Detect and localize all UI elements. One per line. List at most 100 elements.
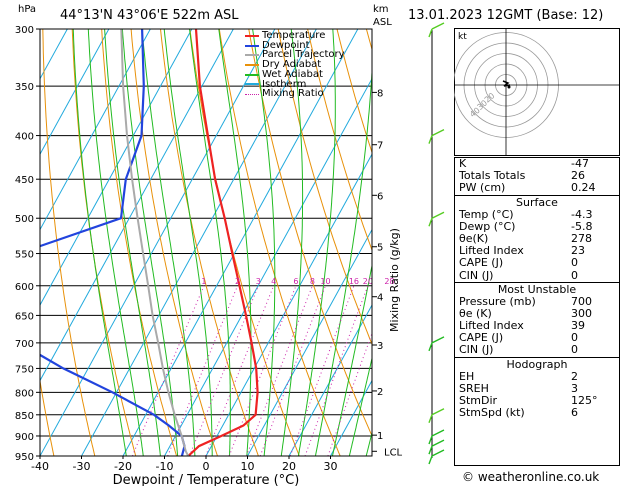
pressure-label: 700 <box>15 339 34 350</box>
surface-title: Surface <box>516 195 558 209</box>
dry-adiabat-line <box>40 377 55 456</box>
km-label: 8 <box>377 88 383 99</box>
legend-label: Temperature <box>262 30 326 41</box>
height-unit: km <box>373 4 389 15</box>
chart-legend: Temperature Dewpoint Parcel Trajectory Dry … <box>245 31 345 99</box>
sounding-datetime: 13.01.2023 12GMT (Base: 12) <box>408 8 604 23</box>
table-value: 278 <box>571 231 592 245</box>
legend-label: Parcel Trajectory <box>262 49 345 61</box>
pressure-label: 300 <box>15 25 34 36</box>
isotherm-line <box>122 29 359 456</box>
table-value: 700 <box>571 294 592 308</box>
table-value: 39 <box>571 319 585 333</box>
table-row: K -47 <box>455 157 619 170</box>
isotherm-line <box>288 304 372 456</box>
dry-adiabat-line <box>218 29 341 456</box>
mixing-ratio-label: 1 <box>201 277 206 286</box>
table-label: K <box>459 157 467 170</box>
isotherm-line <box>205 153 372 456</box>
legend-item: Wet Adiabat <box>245 68 345 80</box>
wind-barb <box>428 128 445 144</box>
hodograph-unit: kt <box>458 32 467 42</box>
wet-adiabat-line <box>104 29 161 456</box>
pressure-label: 950 <box>15 452 34 463</box>
mixing-ratio-line <box>304 285 369 456</box>
table-label: Totals Totals <box>459 169 526 183</box>
temp-label: -10 <box>156 460 174 473</box>
table-label: CAPE (J) <box>459 256 504 270</box>
legend-swatch <box>245 83 259 86</box>
dry-adiabat-line <box>0 29 13 456</box>
pressure-label: 550 <box>15 250 34 261</box>
pressure-label: 650 <box>15 311 34 322</box>
legend-swatch <box>245 93 259 95</box>
mixing-ratio-line <box>245 285 313 456</box>
table-value: 0 <box>571 268 578 282</box>
table-label: CAPE (J) <box>459 331 504 345</box>
wet-adiabat-line <box>189 29 231 456</box>
hodograph-trace <box>502 80 511 87</box>
mixing-ratio-axis-title: Mixing Ratio (g/kg) <box>388 228 401 332</box>
table-value: 300 <box>571 306 592 320</box>
pressure-label: 350 <box>15 82 34 93</box>
km-label: 2 <box>377 387 383 398</box>
pressure-label: 850 <box>15 411 34 422</box>
wet-adiabat-line <box>72 29 127 456</box>
legend-label: Wet Adiabat <box>262 68 323 80</box>
dry-adiabat-line <box>307 29 372 252</box>
legend-swatch <box>245 34 259 37</box>
table-label: SREH <box>459 381 489 395</box>
mixing-ratio-label: 4 <box>271 277 276 286</box>
table-row: CIN (J) 0 <box>455 344 619 356</box>
table-row: CAPE (J) 0 <box>455 332 619 344</box>
wind-barb <box>428 211 445 227</box>
dewpoint-profile <box>40 29 186 456</box>
wet-adiabat-line <box>252 29 276 456</box>
dry-adiabat-line <box>248 29 372 438</box>
table-label: CIN (J) <box>459 268 494 282</box>
copyright: © weatheronline.co.uk <box>462 470 600 484</box>
legend-swatch <box>245 73 259 76</box>
legend-swatch <box>245 54 259 57</box>
mixing-ratio-label: 8 <box>310 277 315 286</box>
pressure-label: 400 <box>15 132 34 143</box>
table-value: -5.8 <box>571 219 593 233</box>
pressure-label: 500 <box>15 214 34 225</box>
storm-motion-marker <box>507 85 511 89</box>
table-label: PW (cm) <box>459 181 506 195</box>
legend-item: Dewpoint <box>245 39 345 51</box>
km-label: 6 <box>377 191 383 202</box>
isotherm-line <box>330 379 372 456</box>
most-unstable-section: Most Unstable Pressure (mb) 700 θe (K) 300 L… <box>455 281 619 357</box>
km-label: 7 <box>377 141 383 152</box>
km-label: 5 <box>377 243 383 254</box>
temperature-profile <box>187 29 259 456</box>
wet-adiabat-line <box>331 262 372 456</box>
table-value: 0 <box>571 343 578 357</box>
table-label: Lifted Index <box>459 319 524 333</box>
table-label: StmSpd (kt) <box>459 406 525 420</box>
table-value: -4.3 <box>571 207 593 221</box>
legend-label: Dewpoint <box>262 39 310 51</box>
pressure-label: 450 <box>15 175 34 186</box>
wet-adiabat-line <box>348 356 372 456</box>
isotherm-line <box>164 77 372 456</box>
table-label: CIN (J) <box>459 343 494 357</box>
lcl-label: LCL <box>384 447 403 458</box>
wind-barb <box>428 449 445 465</box>
isotherm-line <box>247 228 372 456</box>
table-label: Dewp (°C) <box>459 219 516 233</box>
table-value: 23 <box>571 244 585 258</box>
wet-adiabat-line <box>280 29 304 456</box>
wet-adiabat-line <box>141 29 196 456</box>
wet-adiabat-line <box>218 29 252 456</box>
table-row: StmSpd (kt) 6 <box>455 406 619 420</box>
wind-barb <box>428 439 445 455</box>
table-row: Lifted Index 23 <box>455 244 619 258</box>
table-label: θe (K) <box>459 306 492 320</box>
table-row: EH 2 <box>455 370 619 383</box>
isotherm-line <box>40 29 193 307</box>
mixing-ratio-label: 28 <box>384 277 394 286</box>
pressure-label: 600 <box>15 282 34 293</box>
table-row: CIN (J) 0 <box>455 268 619 282</box>
